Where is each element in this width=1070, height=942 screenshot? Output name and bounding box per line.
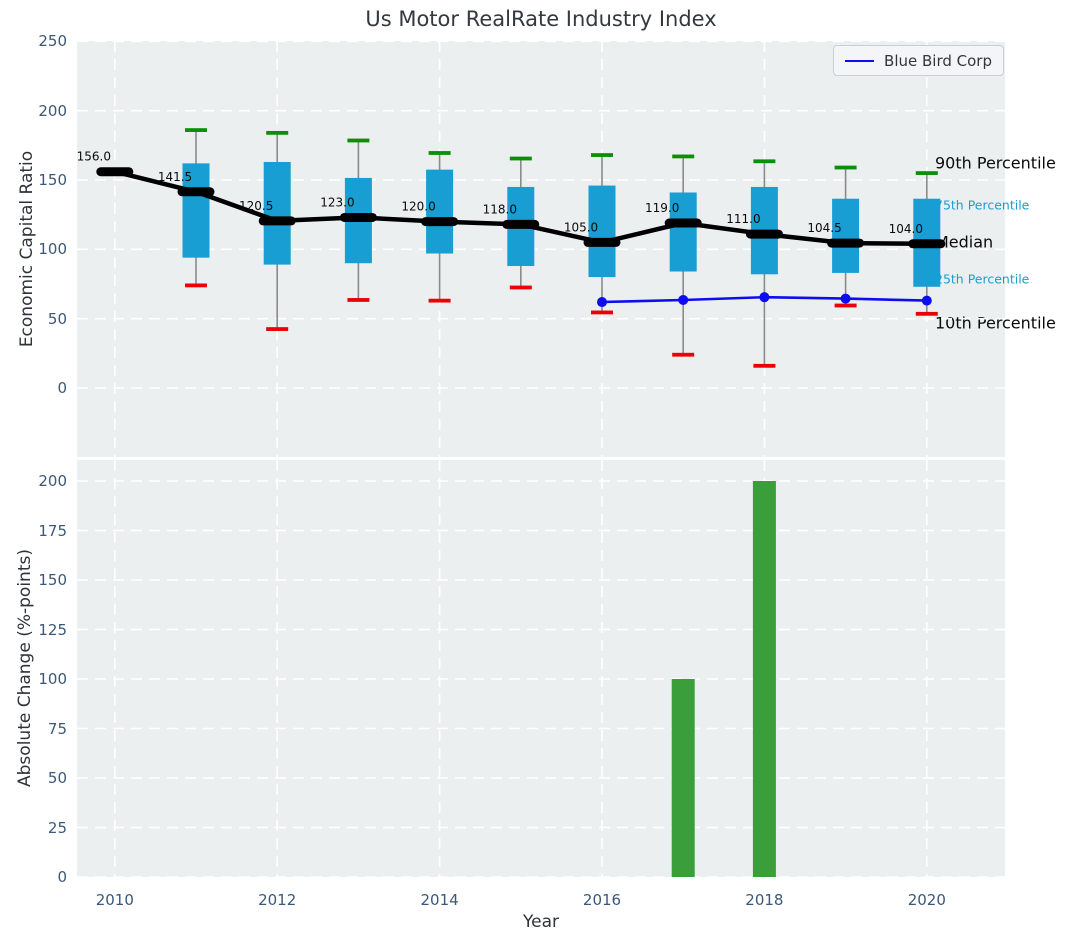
percentile-label: 90th Percentile bbox=[935, 153, 1056, 173]
whisker-cap-90th bbox=[428, 151, 451, 155]
median-marker bbox=[908, 239, 946, 249]
iqr-box bbox=[426, 169, 454, 254]
median-value-label: 123.0 bbox=[320, 195, 354, 209]
blue-bird-point bbox=[597, 297, 607, 308]
median-value-label: 118.0 bbox=[483, 202, 517, 216]
whisker-cap-90th bbox=[266, 130, 289, 135]
percentile-label: 25th Percentile bbox=[935, 271, 1030, 287]
median-value-label: 104.0 bbox=[889, 222, 923, 236]
median-value-label: 156.0 bbox=[77, 150, 111, 164]
iqr-box bbox=[832, 198, 860, 273]
median-marker bbox=[502, 219, 540, 229]
whisker-cap-10th bbox=[753, 363, 776, 368]
iqr-box bbox=[588, 185, 616, 278]
top-y-tick-label: 0 bbox=[57, 379, 67, 397]
change-bar-2018 bbox=[752, 481, 776, 877]
change-bar-2017 bbox=[671, 679, 695, 877]
whisker-cap-10th bbox=[266, 327, 289, 331]
top-plot-area: 10th Percentile 25th Percentile Median 75th… bbox=[77, 40, 1056, 457]
legend: Blue Bird Corp bbox=[833, 45, 1004, 76]
blue-bird-point bbox=[678, 294, 689, 305]
chart-title: Us Motor RealRate Industry Index bbox=[365, 7, 717, 31]
bottom-y-tick-label: 25 bbox=[47, 818, 67, 837]
top-y-axis-label: Economic Capital Ratio bbox=[17, 150, 37, 348]
blue-bird-point bbox=[759, 292, 770, 303]
whisker-cap-10th bbox=[185, 283, 207, 288]
median-marker bbox=[827, 238, 865, 248]
median-value-label: 104.5 bbox=[807, 221, 841, 235]
median-value-label: 120.5 bbox=[239, 199, 273, 213]
median-value-label: 120.0 bbox=[401, 200, 435, 214]
iqr-box bbox=[182, 163, 210, 258]
percentile-label: Median bbox=[935, 232, 994, 252]
whisker-cap-90th bbox=[753, 159, 776, 164]
whisker-cap-10th bbox=[428, 298, 451, 303]
bottom-y-tick-label: 200 bbox=[38, 472, 67, 490]
bottom-plot-area bbox=[77, 460, 1005, 878]
median-marker bbox=[258, 216, 296, 226]
median-marker bbox=[745, 229, 783, 239]
top-y-tick-label: 200 bbox=[38, 101, 67, 120]
whisker-cap-10th bbox=[509, 285, 532, 290]
whisker-cap-90th bbox=[915, 171, 938, 175]
x-tick-label: 2018 bbox=[745, 891, 784, 909]
median-marker bbox=[421, 217, 459, 227]
whisker-cap-90th bbox=[509, 156, 532, 161]
bottom-y-tick-label: 0 bbox=[57, 868, 67, 886]
x-tick-label: 2014 bbox=[420, 891, 459, 909]
x-tick-label: 2016 bbox=[582, 891, 622, 909]
whisker-cap-10th bbox=[834, 303, 857, 308]
x-axis-label: Year bbox=[523, 912, 559, 932]
whisker-cap-10th bbox=[672, 352, 695, 357]
top-chart-svg: 156.0 141.5 120.5 123.0 120.0 118.0 105.0 119.0… bbox=[77, 40, 1005, 457]
top-y-tick-label: 250 bbox=[38, 32, 67, 51]
whisker-cap-90th bbox=[672, 154, 695, 159]
bottom-y-tick-label: 175 bbox=[38, 521, 67, 540]
median-value-label: 105.0 bbox=[564, 220, 598, 234]
whisker-cap-10th bbox=[347, 298, 370, 302]
median-value-label: 119.0 bbox=[645, 201, 679, 215]
median-value-label: 111.0 bbox=[726, 212, 760, 226]
iqr-box bbox=[669, 192, 697, 272]
legend-label: Blue Bird Corp bbox=[884, 51, 992, 70]
whisker-cap-90th bbox=[834, 165, 857, 170]
median-marker bbox=[96, 167, 134, 177]
whisker-cap-90th bbox=[347, 138, 370, 143]
x-tick-label: 2012 bbox=[258, 891, 297, 909]
legend-line-icon bbox=[845, 59, 875, 62]
x-tick-label: 2020 bbox=[907, 891, 946, 909]
blue-bird-point bbox=[840, 293, 851, 304]
whisker-cap-90th bbox=[185, 128, 207, 132]
whisker-cap-90th bbox=[591, 153, 613, 157]
x-tick-label: 2010 bbox=[95, 891, 134, 909]
median-marker bbox=[664, 218, 702, 228]
bottom-y-axis-label: Absolute Change (%-points) bbox=[15, 549, 35, 787]
whisker-cap-10th bbox=[591, 310, 613, 315]
median-marker bbox=[339, 212, 377, 222]
whisker-cap-10th bbox=[915, 311, 938, 316]
bottom-chart-svg bbox=[77, 460, 1005, 878]
median-value-label: 141.5 bbox=[158, 170, 192, 184]
median-marker bbox=[583, 237, 621, 247]
percentile-label: 75th Percentile bbox=[935, 197, 1030, 213]
blue-bird-point bbox=[921, 295, 932, 306]
iqr-box bbox=[263, 161, 291, 265]
median-marker bbox=[177, 187, 215, 197]
